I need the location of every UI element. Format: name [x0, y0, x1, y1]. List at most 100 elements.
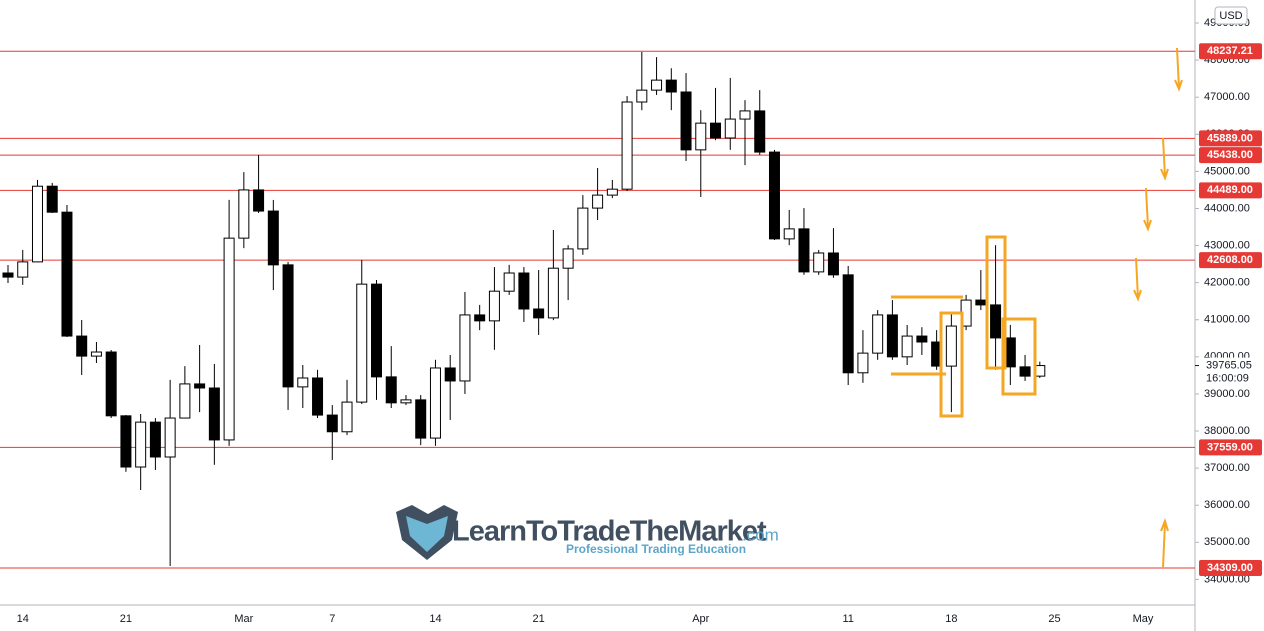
candle-body — [61, 211, 73, 337]
candle-body — [724, 118, 736, 139]
watermark-brand: LearnToTradeTheMarket — [452, 516, 767, 548]
candle-body — [312, 377, 324, 416]
candle-body — [164, 417, 176, 458]
last-price-badge — [1199, 357, 1262, 386]
candle-body — [710, 122, 722, 139]
currency-badge — [1214, 6, 1248, 25]
level-label: 42608.00 — [1207, 254, 1253, 266]
candle-body — [665, 79, 677, 93]
candle-body — [945, 325, 957, 367]
candle-body — [813, 252, 825, 273]
candle-body — [798, 228, 810, 273]
candle-body — [444, 367, 456, 382]
level-badge — [1199, 559, 1262, 576]
watermark-tagline: Professional Trading Education — [566, 542, 746, 556]
x-tick-label: 25 — [1048, 613, 1060, 625]
annotation-arrow — [1143, 187, 1152, 232]
candle-body — [415, 399, 427, 439]
candle-body — [562, 248, 574, 269]
candles-layer — [2, 51, 1046, 567]
level-badge — [1199, 43, 1262, 60]
candle-body — [739, 110, 751, 120]
y-tick-label: 38000.00 — [1204, 425, 1250, 437]
level-label: 45889.00 — [1207, 132, 1253, 144]
candle-body — [990, 304, 1002, 339]
candle-body — [208, 387, 220, 441]
candle-body — [592, 194, 604, 209]
x-tick-label: 21 — [533, 613, 545, 625]
candle-body — [754, 110, 766, 153]
candle-body — [695, 122, 707, 151]
y-tick-label: 43000.00 — [1204, 239, 1250, 251]
candle-body — [577, 207, 589, 250]
candle-body — [341, 401, 353, 433]
candle-body — [105, 351, 117, 417]
y-tick-label: 37000.00 — [1204, 462, 1250, 474]
candle-body — [400, 399, 412, 404]
candle-body — [253, 189, 265, 212]
annotation-arrow — [1160, 517, 1169, 569]
candle-body — [149, 421, 161, 458]
annotations — [891, 47, 1183, 569]
level-badge — [1199, 439, 1262, 456]
x-tick-label: 14 — [17, 613, 29, 625]
candle-body — [179, 383, 191, 419]
candle-body — [326, 414, 338, 433]
candle-body — [680, 91, 692, 151]
candle-body — [547, 267, 559, 319]
level-label: 34309.00 — [1207, 562, 1253, 574]
x-tick-label: 18 — [945, 613, 957, 625]
annotation-arrow — [1160, 137, 1169, 181]
candle-body — [238, 189, 250, 239]
candle-body — [385, 376, 397, 404]
candle-body — [120, 415, 132, 468]
candle-body — [886, 314, 898, 358]
candle-body — [1019, 366, 1031, 377]
last-price-label: 39765.05 — [1206, 359, 1252, 371]
y-tick-label: 45000.00 — [1204, 165, 1250, 177]
candle-body — [90, 351, 102, 357]
candle-body — [621, 101, 633, 190]
annotation-box — [1001, 317, 1037, 396]
countdown-label: 16:00:09 — [1206, 372, 1249, 384]
axis-layer: 34000.00 35000.00 36000.00 37000.00 38000.00… — [17, 17, 1262, 625]
candle-body — [282, 264, 294, 388]
y-tick-label: 48000.00 — [1204, 54, 1250, 66]
candle-body — [827, 252, 839, 276]
level-badge — [1199, 252, 1262, 269]
watermark-domain: .com — [742, 525, 779, 544]
level-label: 48237.21 — [1207, 45, 1253, 57]
candle-body — [429, 367, 441, 439]
candle-body — [194, 383, 206, 389]
candle-body — [223, 237, 235, 441]
candle-body — [533, 308, 545, 319]
x-tick-label: 14 — [429, 613, 441, 625]
candle-body — [267, 210, 279, 266]
y-tick-label: 41000.00 — [1204, 314, 1250, 326]
x-tick-label: Apr — [692, 613, 709, 625]
level-badge — [1199, 147, 1262, 164]
candle-body — [135, 421, 147, 468]
candle-body — [356, 283, 368, 403]
candle-body — [371, 283, 382, 378]
watermark: LearnToTradeTheMarket .com Professional … — [396, 505, 779, 560]
annotation-arrow — [1133, 257, 1142, 302]
level-badge — [1199, 182, 1262, 199]
candle-body — [842, 274, 854, 374]
candle-body — [857, 352, 869, 374]
candle-body — [17, 261, 29, 278]
candle-body — [518, 272, 530, 310]
x-tick-label: 21 — [120, 613, 132, 625]
candle-body — [606, 188, 618, 196]
candle-body — [46, 185, 58, 213]
y-tick-label: 35000.00 — [1204, 536, 1250, 548]
candle-body — [916, 335, 928, 343]
x-tick-label: May — [1133, 613, 1154, 625]
candle-body — [76, 335, 88, 357]
candle-body — [1004, 337, 1016, 368]
candle-body — [651, 79, 663, 91]
level-label: 45438.00 — [1207, 149, 1253, 161]
y-tick-label: 34000.00 — [1204, 573, 1250, 585]
candle-body — [474, 314, 486, 322]
